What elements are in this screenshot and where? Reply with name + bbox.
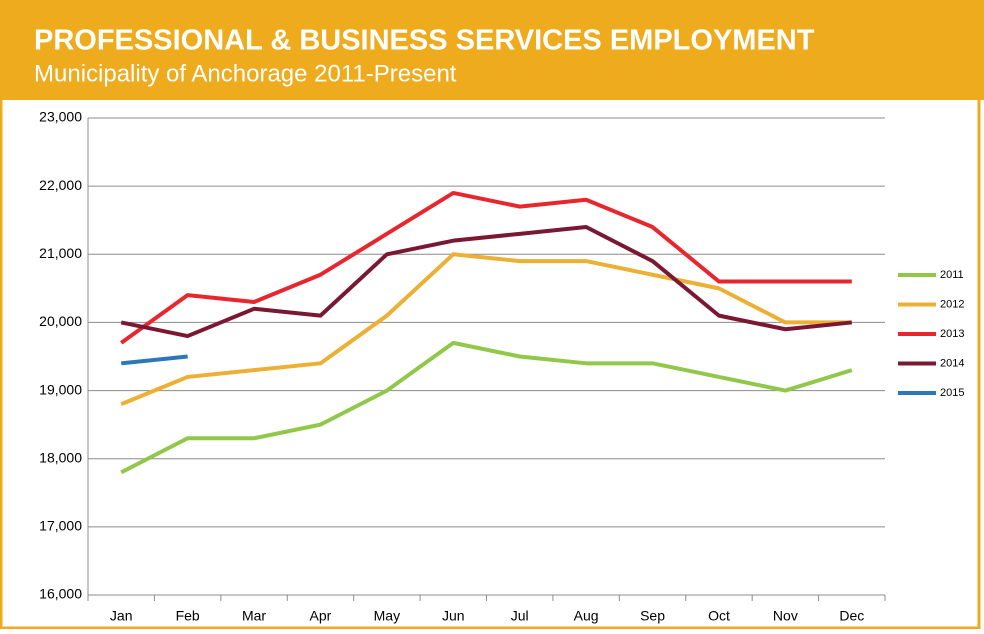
- y-tick-label: 17,000: [39, 518, 82, 534]
- legend-label: 2013: [940, 328, 964, 340]
- x-tick-label: Aug: [574, 608, 599, 624]
- legend-label: 2015: [940, 387, 964, 399]
- x-tick-label: Apr: [310, 608, 332, 624]
- x-tick-label: Nov: [773, 608, 798, 624]
- y-tick-label: 22,000: [39, 177, 82, 193]
- series-line: [121, 354, 188, 366]
- legend-label: 2011: [940, 269, 964, 281]
- x-tick-label: Dec: [839, 608, 864, 624]
- chart-subtitle: Municipality of Anchorage 2011-Present: [34, 60, 457, 87]
- x-tick-label: Feb: [176, 608, 200, 624]
- chart-title: PROFESSIONAL & BUSINESS SERVICES EMPLOYM…: [34, 25, 815, 57]
- header-band: [0, 0, 984, 100]
- series-line: [120, 190, 852, 345]
- legend-label: 2012: [940, 298, 964, 310]
- y-tick-label: 20,000: [39, 313, 82, 329]
- y-tick-label: 18,000: [39, 449, 82, 465]
- legend-label: 2014: [940, 357, 964, 369]
- x-tick-label: Jan: [110, 608, 133, 624]
- series-line: [120, 225, 852, 339]
- y-tick-label: 23,000: [39, 109, 82, 125]
- x-tick-label: Jul: [511, 608, 529, 624]
- x-tick-label: Jun: [442, 608, 465, 624]
- series-line: [120, 340, 853, 475]
- x-tick-label: May: [374, 608, 400, 624]
- y-tick-label: 21,000: [39, 245, 82, 261]
- y-tick-label: 16,000: [39, 586, 82, 602]
- series-line: [120, 252, 852, 407]
- x-tick-label: Oct: [708, 608, 730, 624]
- x-tick-label: Sep: [640, 608, 665, 624]
- x-tick-label: Mar: [242, 608, 266, 624]
- y-tick-label: 19,000: [39, 381, 82, 397]
